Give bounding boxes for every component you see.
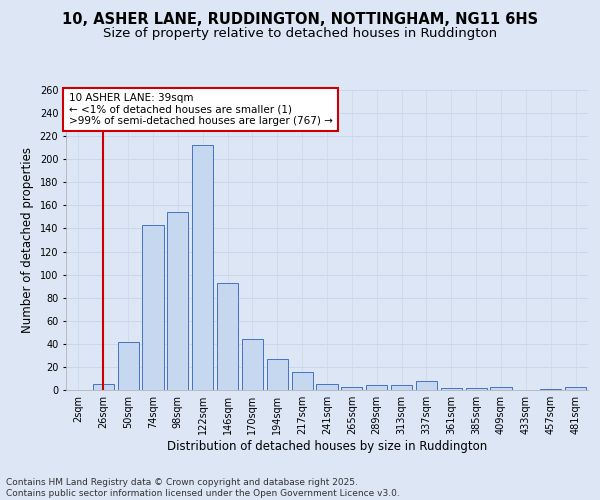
Bar — [93, 384, 114, 390]
Bar — [118, 342, 139, 390]
Bar — [292, 372, 313, 390]
Y-axis label: Number of detached properties: Number of detached properties — [21, 147, 34, 333]
Bar — [391, 386, 412, 390]
Bar — [416, 381, 437, 390]
Text: 10 ASHER LANE: 39sqm
← <1% of detached houses are smaller (1)
>99% of semi-detac: 10 ASHER LANE: 39sqm ← <1% of detached h… — [68, 93, 332, 126]
X-axis label: Distribution of detached houses by size in Ruddington: Distribution of detached houses by size … — [167, 440, 487, 453]
Text: 10, ASHER LANE, RUDDINGTON, NOTTINGHAM, NG11 6HS: 10, ASHER LANE, RUDDINGTON, NOTTINGHAM, … — [62, 12, 538, 28]
Bar — [540, 389, 561, 390]
Bar — [366, 386, 387, 390]
Bar — [341, 386, 362, 390]
Bar — [565, 386, 586, 390]
Bar — [217, 282, 238, 390]
Bar — [441, 388, 462, 390]
Bar — [242, 339, 263, 390]
Text: Size of property relative to detached houses in Ruddington: Size of property relative to detached ho… — [103, 28, 497, 40]
Bar — [167, 212, 188, 390]
Bar — [316, 384, 338, 390]
Bar — [466, 388, 487, 390]
Text: Contains HM Land Registry data © Crown copyright and database right 2025.
Contai: Contains HM Land Registry data © Crown c… — [6, 478, 400, 498]
Bar — [142, 225, 164, 390]
Bar — [267, 359, 288, 390]
Bar — [192, 146, 213, 390]
Bar — [490, 386, 512, 390]
